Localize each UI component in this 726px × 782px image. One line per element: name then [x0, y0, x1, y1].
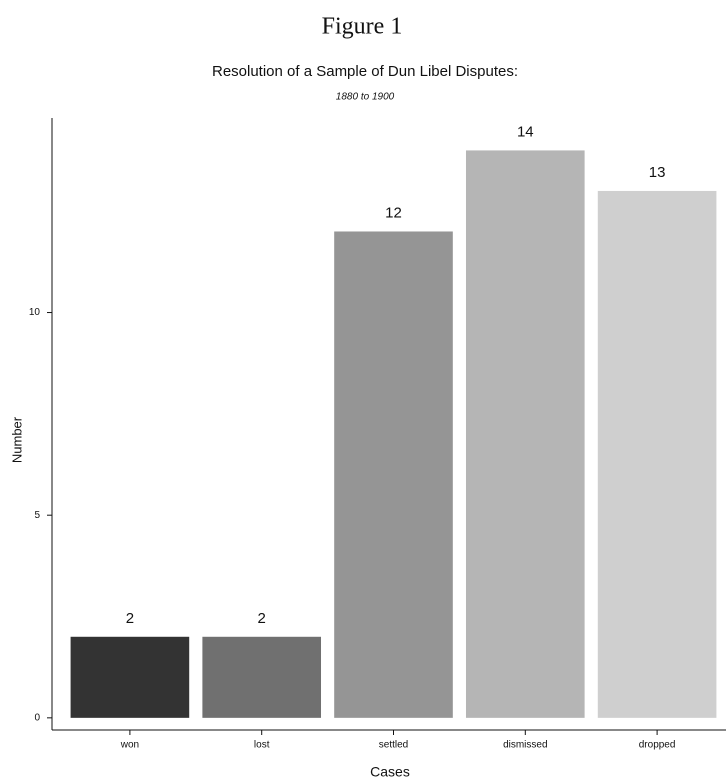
y-tick-label: 10 — [29, 307, 41, 318]
x-tick-label: settled — [379, 740, 408, 751]
x-tick-label: dismissed — [503, 740, 547, 751]
bar — [334, 231, 453, 718]
bar — [597, 190, 717, 718]
x-axis-label: Cases — [370, 764, 410, 780]
y-tick-label: 5 — [34, 510, 40, 521]
bar — [202, 636, 322, 718]
value-label: 13 — [649, 164, 666, 181]
bar — [70, 636, 190, 718]
x-tick-label: won — [120, 740, 139, 751]
y-tick-label: 0 — [34, 712, 40, 723]
x-tick-label: dropped — [639, 740, 676, 751]
value-label: 14 — [517, 123, 534, 140]
y-axis-label: Number — [9, 416, 24, 463]
chart-title: Resolution of a Sample of Dun Libel Disp… — [212, 63, 518, 80]
x-tick-label: lost — [254, 740, 270, 751]
value-label: 12 — [385, 204, 402, 221]
chart-subtitle: 1880 to 1900 — [336, 92, 395, 103]
bar — [465, 150, 585, 718]
value-label: 2 — [258, 610, 266, 627]
value-label: 2 — [126, 610, 134, 627]
figure-label: Figure 1 — [322, 14, 403, 40]
